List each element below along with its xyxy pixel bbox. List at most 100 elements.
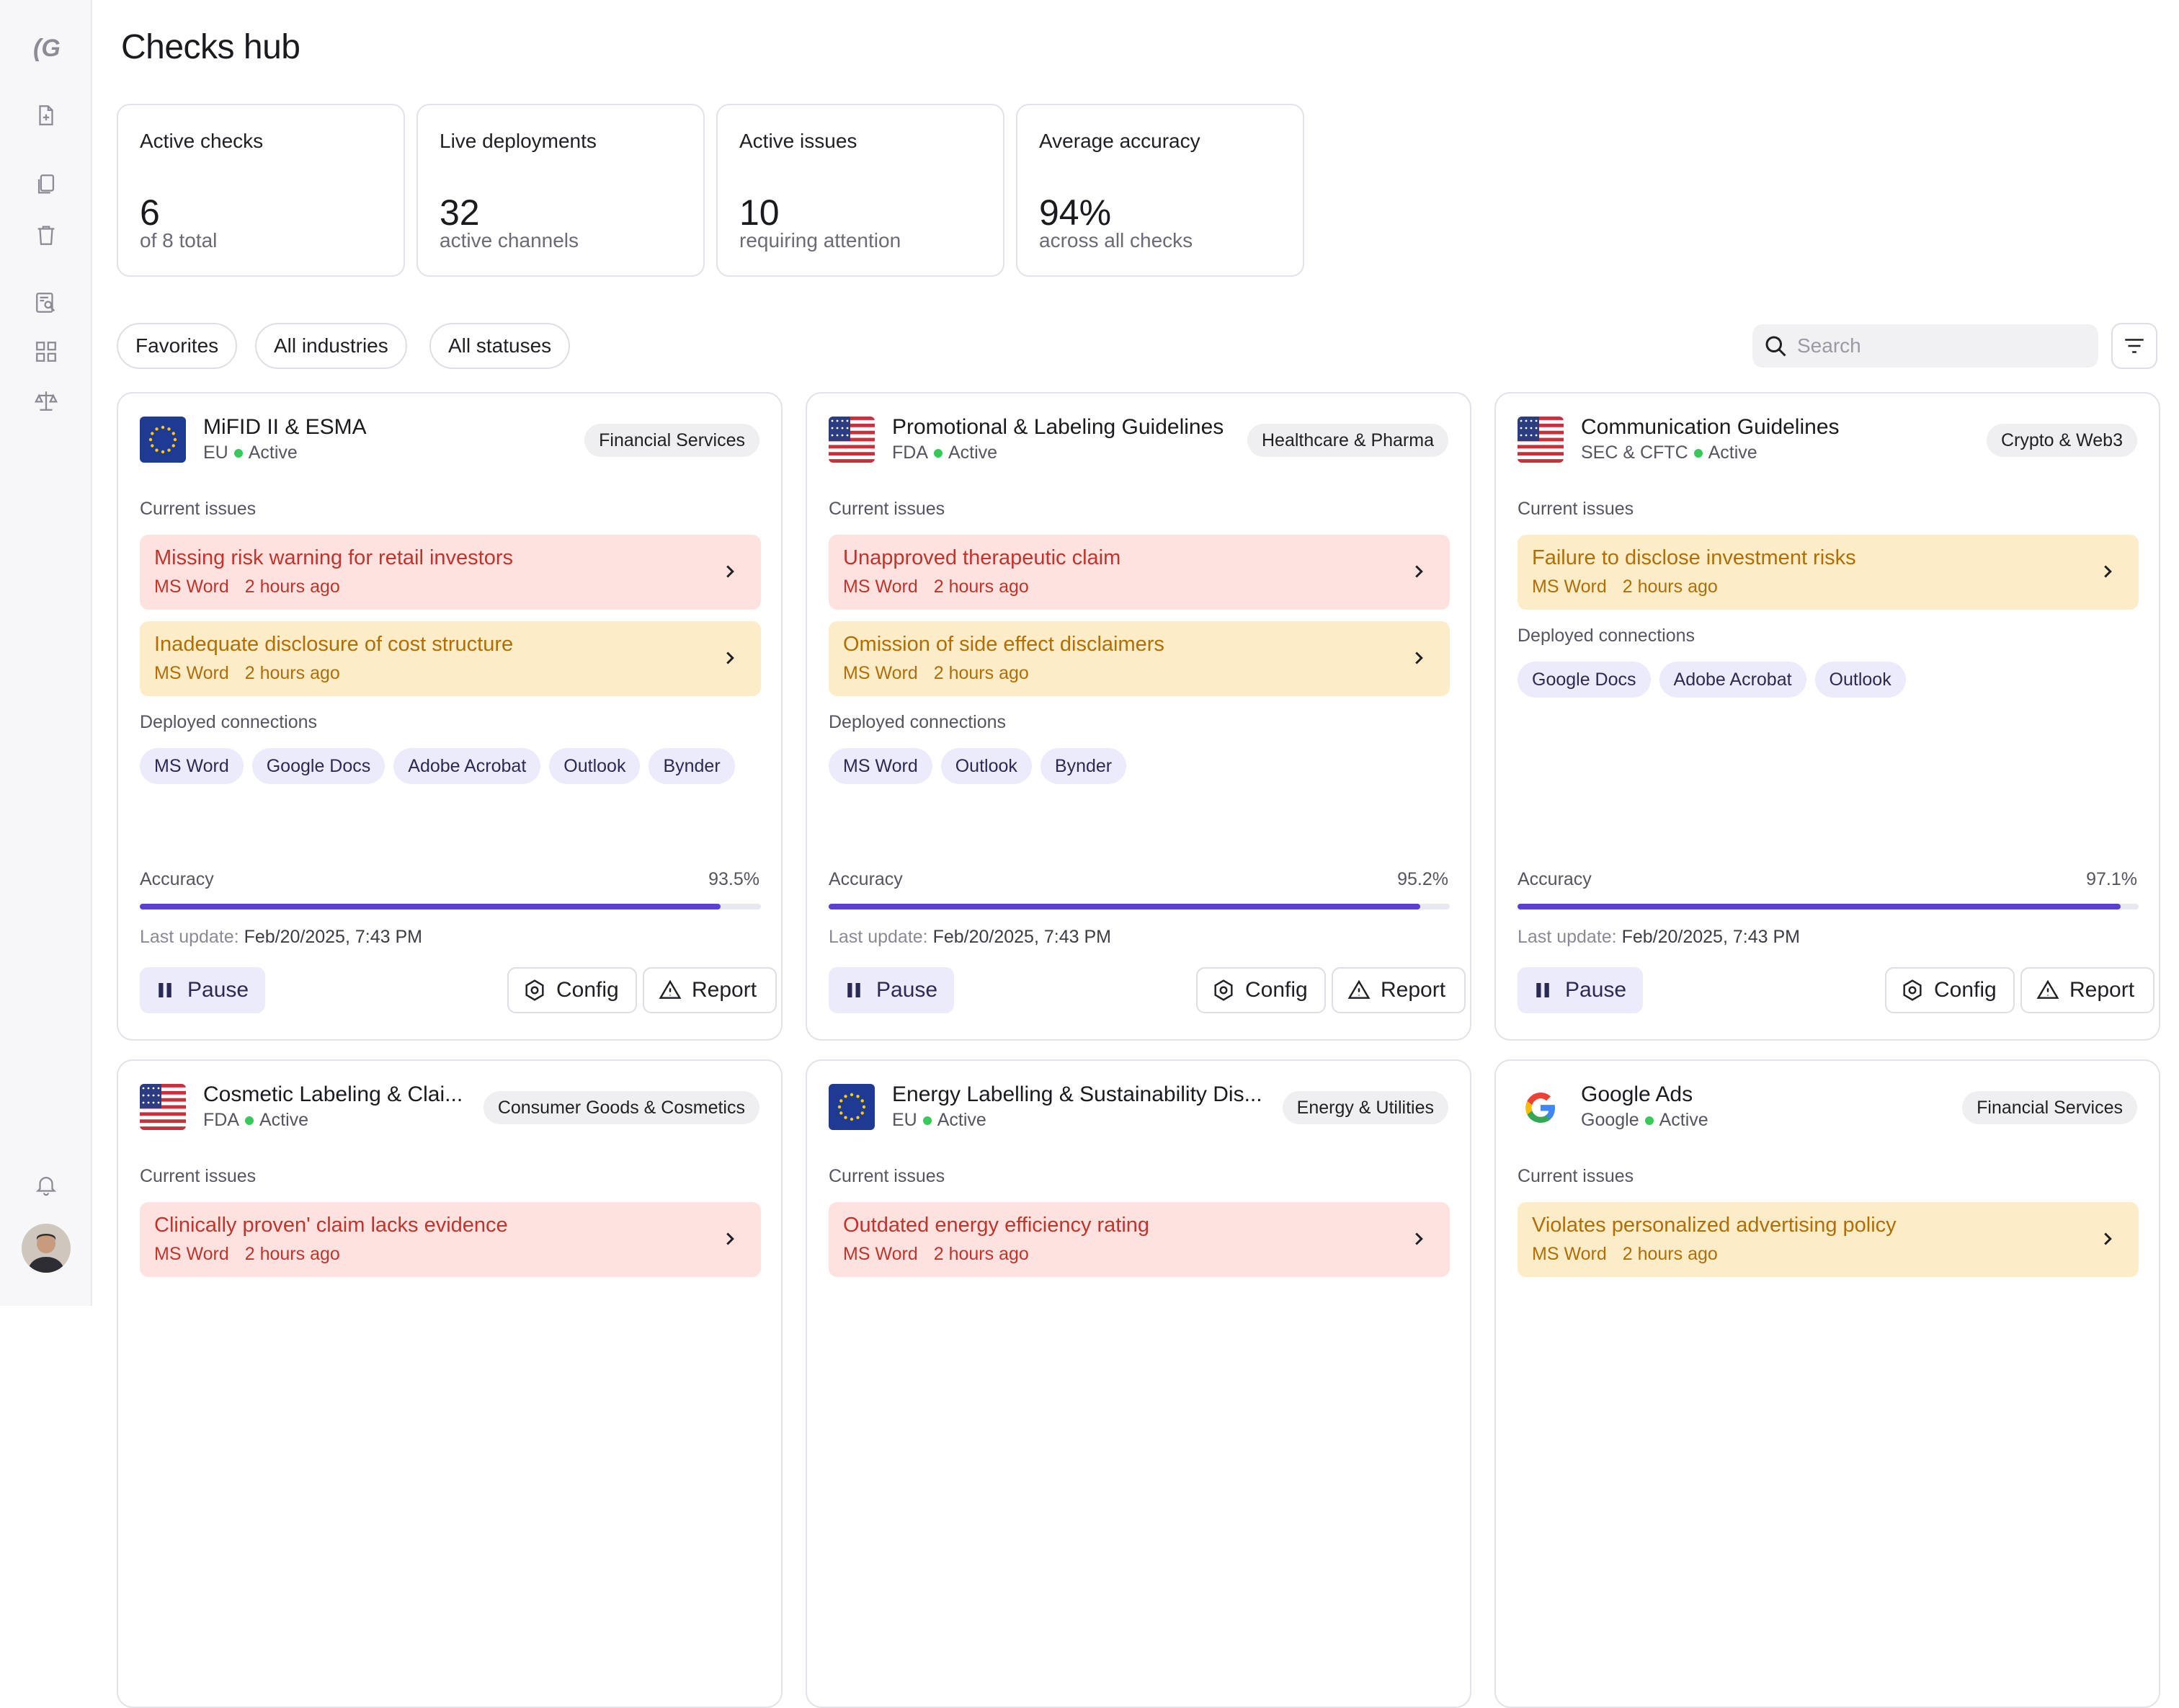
report-label: Report: [1381, 978, 1445, 1002]
check-region: EU: [892, 1110, 917, 1131]
pause-button[interactable]: Pause: [829, 967, 954, 1013]
accuracy-bar: [1518, 904, 2139, 909]
issue-source: MS Word: [843, 663, 918, 684]
user-avatar[interactable]: [22, 1224, 71, 1273]
check-title[interactable]: Energy Labelling & Sustainability Dis...: [892, 1082, 1262, 1107]
issue-title: Outdated energy efficiency rating: [843, 1214, 1149, 1237]
config-label: Config: [1245, 978, 1308, 1002]
issue-title: Failure to disclose investment risks: [1532, 546, 1856, 570]
issue-item[interactable]: Inadequate disclosure of cost structure …: [140, 621, 761, 696]
issue-source: MS Word: [154, 1244, 229, 1265]
chevron-right-icon: [719, 647, 741, 669]
connection-chip[interactable]: Outlook: [549, 748, 640, 784]
connection-chip[interactable]: MS Word: [140, 748, 244, 784]
main-content: Checks hub Active checks 6 of 8 total Li…: [92, 0, 2179, 1306]
bell-icon[interactable]: [32, 1170, 61, 1199]
connection-chip[interactable]: Adobe Acrobat: [1659, 662, 1806, 698]
issue-title: Violates personalized advertising policy: [1532, 1214, 1897, 1237]
current-issues-heading: Current issues: [140, 1166, 256, 1187]
connection-chip[interactable]: Google Docs: [252, 748, 386, 784]
config-button[interactable]: Config: [507, 967, 637, 1013]
stat-sub: across all checks: [1039, 229, 1193, 252]
settings-icon: [523, 979, 546, 1002]
stat-sub: active channels: [440, 229, 579, 252]
warning-icon: [659, 979, 682, 1002]
trash-icon[interactable]: [32, 221, 61, 249]
google-flag-icon: [1518, 1084, 1564, 1130]
pause-button[interactable]: Pause: [140, 967, 265, 1013]
connection-chip[interactable]: Bynder: [649, 748, 734, 784]
document-search-icon[interactable]: [32, 288, 61, 317]
dashboard-grid-icon[interactable]: [32, 337, 61, 366]
deployed-connections-heading: Deployed connections: [829, 712, 1006, 733]
check-card[interactable]: Energy Labelling & Sustainability Dis...…: [806, 1059, 1471, 1708]
report-button[interactable]: Report: [2020, 967, 2155, 1013]
stat-label: Average accuracy: [1039, 130, 1200, 153]
pause-button[interactable]: Pause: [1518, 967, 1643, 1013]
industry-badge: Financial Services: [1962, 1091, 2137, 1124]
config-button[interactable]: Config: [1885, 967, 2015, 1013]
current-issues-heading: Current issues: [1518, 1166, 1634, 1187]
issue-item[interactable]: Missing risk warning for retail investor…: [140, 535, 761, 610]
search-input[interactable]: [1797, 324, 2085, 368]
accuracy-value: 97.1%: [2086, 869, 2137, 890]
warning-icon: [2036, 979, 2059, 1002]
check-title[interactable]: Google Ads: [1581, 1082, 1693, 1107]
filter-settings-button[interactable]: [2111, 323, 2157, 369]
industry-badge: Consumer Goods & Cosmetics: [484, 1091, 759, 1124]
connection-chip[interactable]: Adobe Acrobat: [393, 748, 540, 784]
config-button[interactable]: Config: [1196, 967, 1326, 1013]
issue-source: MS Word: [1532, 1244, 1607, 1265]
issue-item[interactable]: Clinically proven' claim lacks evidence …: [140, 1202, 761, 1277]
report-button[interactable]: Report: [1332, 967, 1466, 1013]
issue-item[interactable]: Omission of side effect disclaimers MS W…: [829, 621, 1450, 696]
search-box[interactable]: [1752, 324, 2098, 368]
scale-compliance-icon[interactable]: [32, 386, 61, 415]
pause-label: Pause: [187, 978, 249, 1002]
check-title[interactable]: MiFID II & ESMA: [203, 415, 367, 440]
pause-label: Pause: [876, 978, 937, 1002]
check-title[interactable]: Communication Guidelines: [1581, 415, 1840, 440]
new-document-icon[interactable]: [32, 101, 61, 130]
report-button[interactable]: Report: [643, 967, 777, 1013]
issue-item[interactable]: Failure to disclose investment risks MS …: [1518, 535, 2139, 610]
connection-chip[interactable]: Outlook: [1815, 662, 1906, 698]
industry-badge: Energy & Utilities: [1283, 1091, 1448, 1124]
filter-industries[interactable]: All industries: [255, 323, 407, 369]
check-title[interactable]: Promotional & Labeling Guidelines: [892, 415, 1224, 440]
stat-label: Active issues: [739, 130, 857, 153]
check-title[interactable]: Cosmetic Labeling & Clai...: [203, 1082, 463, 1107]
documents-icon[interactable]: [32, 170, 61, 199]
check-status: Active: [1659, 1110, 1708, 1131]
connection-chip[interactable]: MS Word: [829, 748, 932, 784]
deployed-connections-heading: Deployed connections: [1518, 626, 1695, 646]
connection-chip[interactable]: Outlook: [941, 748, 1032, 784]
connection-chip[interactable]: Google Docs: [1518, 662, 1651, 698]
stat-label: Live deployments: [440, 130, 597, 153]
stat-card-live-deployments: Live deployments 32 active channels: [416, 104, 705, 277]
filter-statuses[interactable]: All statuses: [429, 323, 570, 369]
connection-chip[interactable]: Bynder: [1041, 748, 1126, 784]
check-status: Active: [1708, 442, 1757, 463]
pause-icon: [154, 979, 176, 1001]
svg-text:(G: (G: [33, 35, 61, 62]
issue-time: 2 hours ago: [934, 577, 1029, 597]
app-logo-icon[interactable]: (G: [27, 29, 65, 66]
check-status: Active: [249, 442, 298, 463]
filter-favorites[interactable]: Favorites: [117, 323, 237, 369]
issue-source: MS Word: [843, 577, 918, 597]
issue-item[interactable]: Outdated energy efficiency rating MS Wor…: [829, 1202, 1450, 1277]
issue-item[interactable]: Violates personalized advertising policy…: [1518, 1202, 2139, 1277]
